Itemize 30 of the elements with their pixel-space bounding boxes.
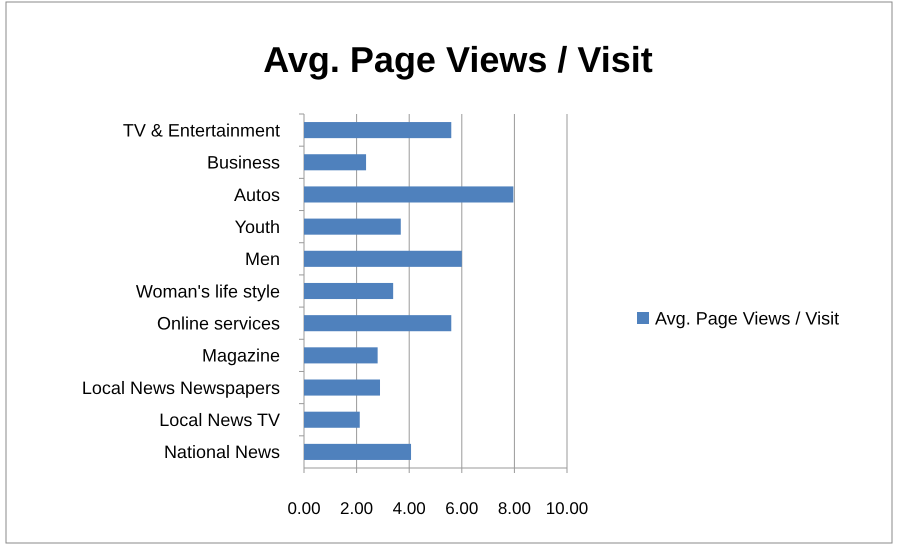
bar: [304, 218, 401, 235]
bar: [304, 315, 452, 332]
y-tick-label: Local News Newspapers: [82, 378, 280, 398]
legend-label: Avg. Page Views / Visit: [655, 308, 840, 328]
bar: [304, 347, 378, 364]
bar: [304, 186, 514, 202]
bar: [304, 380, 380, 396]
x-tick-label: 0.00: [287, 499, 321, 518]
x-tick-label: 6.00: [445, 499, 478, 518]
y-tick-label: Magazine: [202, 346, 280, 366]
bar: [304, 154, 366, 170]
x-tick-label: 4.00: [392, 499, 426, 518]
bar: [304, 412, 360, 428]
y-tick-label: Men: [244, 249, 280, 270]
bar: [304, 122, 452, 138]
x-tick-label: 8.00: [498, 499, 531, 518]
x-tick-label: 10.00: [546, 499, 588, 518]
y-tick-label: Online services: [156, 313, 280, 334]
y-tick-label: Autos: [234, 184, 280, 205]
y-tick-label: Business: [206, 152, 280, 173]
y-tick-label: Woman's life style: [136, 281, 280, 302]
chart-title: Avg. Page Views / Visit: [263, 39, 653, 80]
y-tick-label: TV & Entertainment: [122, 120, 280, 140]
y-tick-label: National News: [164, 442, 280, 462]
bar: [304, 444, 412, 460]
bar: [304, 282, 394, 300]
y-tick-label: Local News TV: [159, 410, 280, 430]
x-tick-label: 2.00: [340, 499, 374, 518]
bar: [304, 250, 462, 267]
y-tick-label: Youth: [234, 216, 280, 237]
